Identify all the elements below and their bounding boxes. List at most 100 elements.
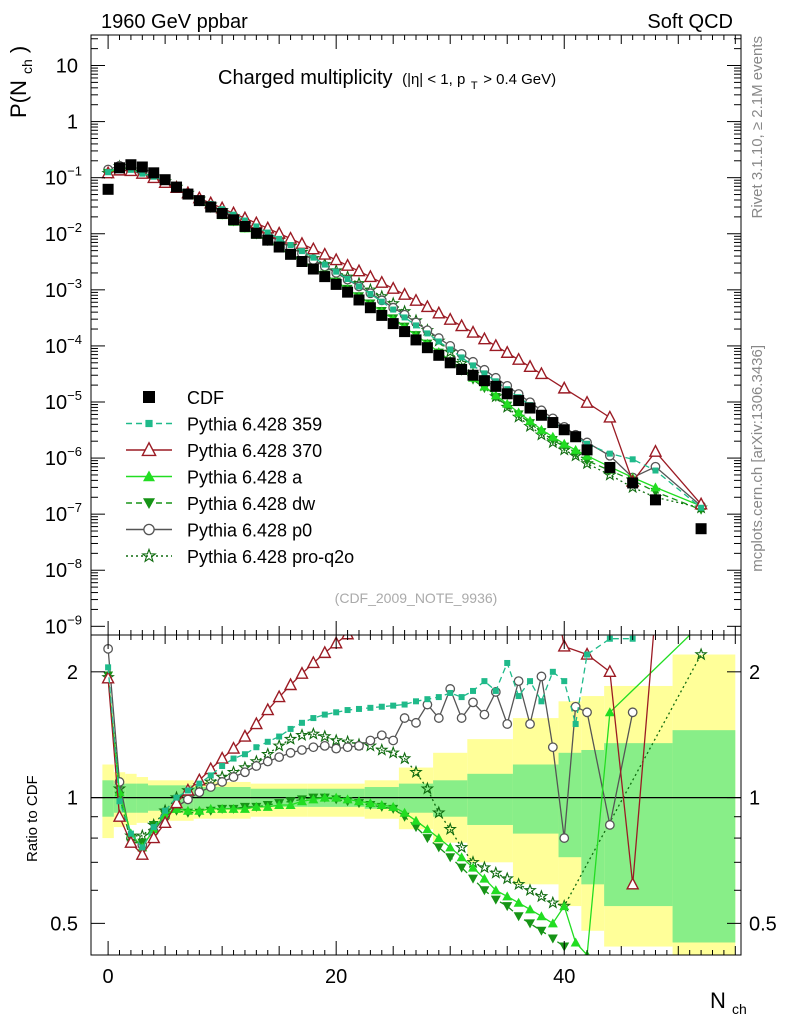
ratio-point (230, 755, 237, 762)
ratio-point (489, 865, 503, 879)
ratio-point (295, 666, 309, 679)
ratio-point (215, 751, 229, 764)
y-tick-label: 10−1 (45, 164, 82, 190)
ratio-point (456, 863, 467, 873)
ratio-point (365, 798, 376, 808)
ratio-point (502, 902, 513, 912)
ratio-point (285, 747, 296, 758)
ratio-point (536, 911, 547, 921)
data-point (456, 363, 468, 375)
ratio-plot-panel: 0.5 0.5 1 1 2 2 0 20 40 Ratio to CDF N ch (24, 515, 777, 1017)
ratio-point (477, 860, 492, 874)
data-point (511, 352, 526, 365)
ratio-point (331, 792, 342, 802)
y-tick-label: 10 (56, 56, 78, 78)
ratio-point (378, 703, 385, 710)
data-point (159, 174, 171, 186)
ratio-y-tick-label: 2 (67, 662, 78, 684)
ratio-point (139, 844, 146, 851)
ratio-point (319, 792, 330, 802)
ratio-point (424, 696, 431, 703)
ratio-point (135, 828, 150, 842)
ratio-point (534, 889, 549, 903)
data-point (410, 334, 422, 346)
data-point (447, 346, 454, 353)
plot-title-cuts-sub: T (471, 80, 478, 92)
data-point (502, 398, 513, 408)
side-label-bottom: mcplots.cern.ch [arXiv:1306.3436] (749, 345, 766, 572)
data-point (580, 395, 594, 408)
legend-marker (141, 441, 157, 457)
data-point (228, 214, 240, 226)
data-point (321, 261, 328, 268)
legend-item: CDF (143, 388, 224, 408)
ratio-point (173, 794, 180, 801)
ratio-point (306, 655, 321, 669)
ratio-point (538, 698, 545, 705)
ratio-point (401, 701, 408, 708)
x-axis-label: N ch (710, 988, 747, 1017)
ratio-point (603, 664, 617, 678)
data-point (330, 278, 342, 290)
ratio-y-tick-label: 0.5 (50, 913, 78, 935)
data-point (649, 494, 661, 506)
ratio-point (696, 605, 707, 616)
data-point (390, 306, 397, 313)
ratio-series-pythia-6-428-pro-q2o (101, 647, 708, 912)
ratio-series-pythia-6-428-359 (105, 635, 636, 851)
ratio-point (584, 651, 591, 658)
band-segment (467, 773, 513, 825)
ratio-point (502, 719, 513, 729)
legend-item: Pythia 6.428 p0 (126, 521, 312, 541)
data-point (295, 236, 309, 250)
data-point (276, 235, 283, 242)
legend-label: Pythia 6.428 dw (187, 494, 316, 514)
ratio-point (694, 647, 708, 661)
ratio-point (536, 515, 547, 526)
ratio-point (274, 752, 285, 763)
ratio-point (479, 709, 490, 720)
ratio-point (116, 798, 123, 805)
ratio-point (127, 830, 134, 837)
data-point (340, 258, 355, 271)
ratio-point (525, 904, 536, 914)
legend-label: Pythia 6.428 370 (187, 441, 322, 461)
data-point (367, 290, 374, 297)
data-point (139, 170, 146, 177)
x-axis-label-main: N (710, 988, 726, 1013)
data-point (490, 390, 501, 400)
ratio-point (283, 677, 298, 691)
ratio-point (376, 730, 387, 741)
ratio-point (251, 801, 262, 811)
ratio-point (513, 676, 524, 687)
data-point (581, 444, 593, 456)
ratio-point (158, 815, 172, 829)
ratio-point (217, 777, 228, 787)
ratio-point (604, 820, 615, 830)
data-point (558, 424, 570, 436)
ratio-point (308, 742, 319, 753)
data-point (467, 369, 479, 381)
data-point (264, 229, 271, 236)
ratio-y-axis-label: Ratio to CDF (24, 775, 41, 862)
data-point (557, 380, 571, 394)
ratio-point (228, 772, 239, 782)
data-point (342, 286, 354, 298)
y-tick-label: 10−3 (45, 276, 82, 302)
data-point (114, 162, 126, 174)
ratio-point (274, 800, 285, 810)
ratio-point (582, 707, 592, 718)
data-point (105, 169, 112, 176)
data-point (409, 293, 423, 306)
ratio-point (549, 668, 556, 675)
ratio-point (422, 824, 433, 834)
ratio-point (306, 726, 321, 740)
ratio-point (433, 833, 444, 843)
ratio-point (386, 745, 400, 759)
legend-item: Pythia 6.428 359 (126, 415, 322, 435)
ratio-point (527, 678, 534, 685)
data-point (253, 223, 260, 230)
ratio-point (397, 751, 412, 765)
data-point (603, 409, 617, 423)
ratio-y-tick-label: 1 (67, 788, 78, 810)
